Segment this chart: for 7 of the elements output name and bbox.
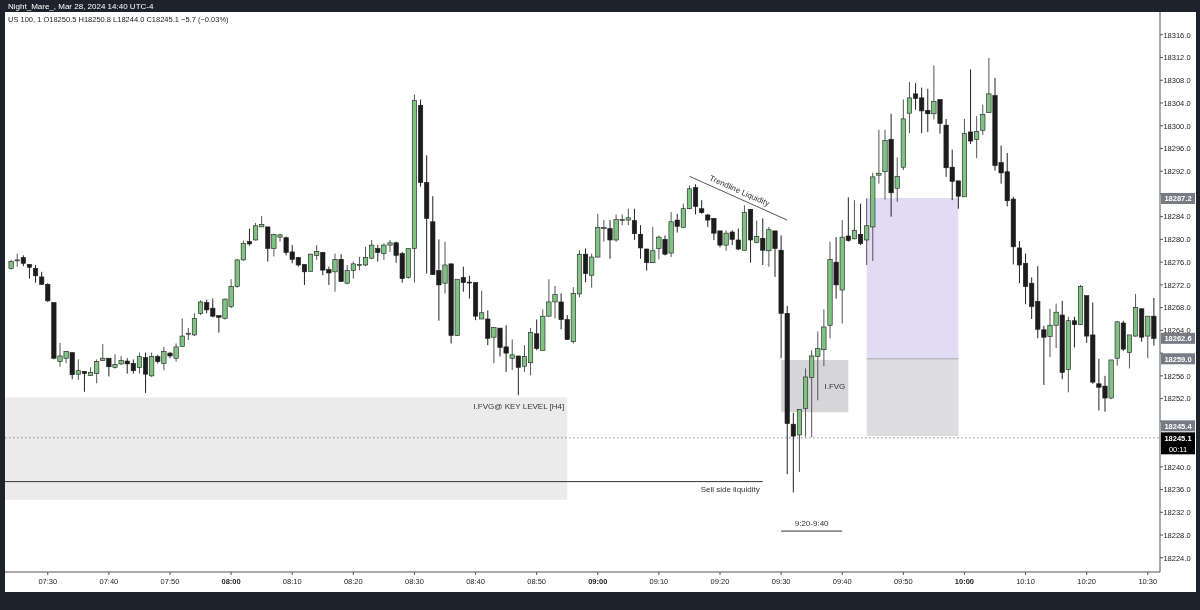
series-label: Sell side liquidity bbox=[700, 484, 760, 494]
series-label: I.FVG@ KEY LEVEL [H4] bbox=[473, 402, 565, 412]
chart-title: Night_Mare_, Mar 28, 2024 14:40 UTC-4 bbox=[8, 1, 154, 11]
series-label: 9:20-9:40 bbox=[794, 519, 830, 529]
candlestick bbox=[980, 104, 986, 136]
candlestick bbox=[876, 129, 882, 185]
text: I.FVG bbox=[824, 382, 846, 392]
